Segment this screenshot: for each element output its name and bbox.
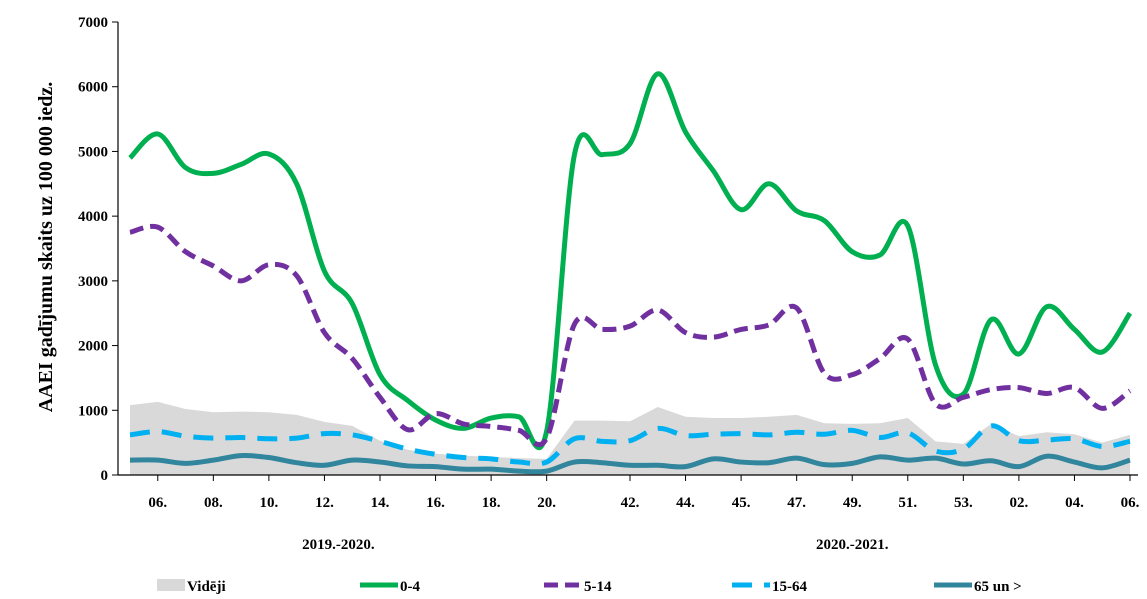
legend-label: 65 un > bbox=[974, 579, 1022, 595]
season-group-label: 2020.-2021. bbox=[816, 537, 889, 553]
x-tick-label: 45. bbox=[732, 495, 751, 511]
legend-swatch bbox=[157, 579, 185, 591]
legend-label: Vidēji bbox=[187, 579, 226, 595]
x-tick-label: 08. bbox=[204, 495, 223, 511]
y-tick-label: 7000 bbox=[78, 15, 108, 31]
legend-label: 0-4 bbox=[400, 579, 420, 595]
x-tick-label: 06. bbox=[1121, 495, 1140, 511]
y-tick-label: 4000 bbox=[78, 209, 108, 225]
x-tick-label: 47. bbox=[787, 495, 806, 511]
legend-label: 15-64 bbox=[772, 579, 807, 595]
x-tick-label: 02. bbox=[1010, 495, 1029, 511]
series-line-2 bbox=[129, 223, 1132, 448]
legend: Vidēji 0-4 5-14 15-64 65 un > bbox=[157, 579, 1022, 595]
x-tick-label: 10. bbox=[260, 495, 279, 511]
y-tick-label: 6000 bbox=[78, 80, 108, 96]
x-tick-label: 20. bbox=[537, 495, 556, 511]
x-tick-label: 44. bbox=[676, 495, 695, 511]
series-line-4 bbox=[129, 452, 1131, 475]
y-axis-label: AAEI gadījumu skaits uz 100 000 iedz. bbox=[35, 82, 57, 413]
x-tick-label: 42. bbox=[621, 495, 640, 511]
x-tick-label: 06. bbox=[148, 495, 167, 511]
y-tick-label: 1000 bbox=[78, 403, 108, 419]
y-tick-label: 3000 bbox=[78, 274, 108, 290]
y-tick-label: 2000 bbox=[78, 339, 108, 355]
season-group-label: 2019.-2020. bbox=[302, 537, 375, 553]
x-tick-label: 14. bbox=[371, 495, 390, 511]
axes: 0 1000 2000 3000 4000 5000 6000 7000 06. 08. 10. 12… bbox=[78, 15, 1140, 553]
series-line-3 bbox=[129, 423, 1131, 467]
x-tick-label: 12. bbox=[315, 495, 334, 511]
x-tick-label: 53. bbox=[954, 495, 973, 511]
x-tick-label: 51. bbox=[898, 495, 917, 511]
y-tick-label: 5000 bbox=[78, 144, 108, 160]
legend-label: 5-14 bbox=[584, 579, 612, 595]
x-tick-label: 18. bbox=[482, 495, 501, 511]
series-lines bbox=[128, 71, 1133, 475]
x-tick-label: 16. bbox=[426, 495, 445, 511]
y-tick-label: 0 bbox=[101, 468, 109, 484]
x-tick-label: 49. bbox=[843, 495, 862, 511]
x-tick-label: 04. bbox=[1065, 495, 1084, 511]
